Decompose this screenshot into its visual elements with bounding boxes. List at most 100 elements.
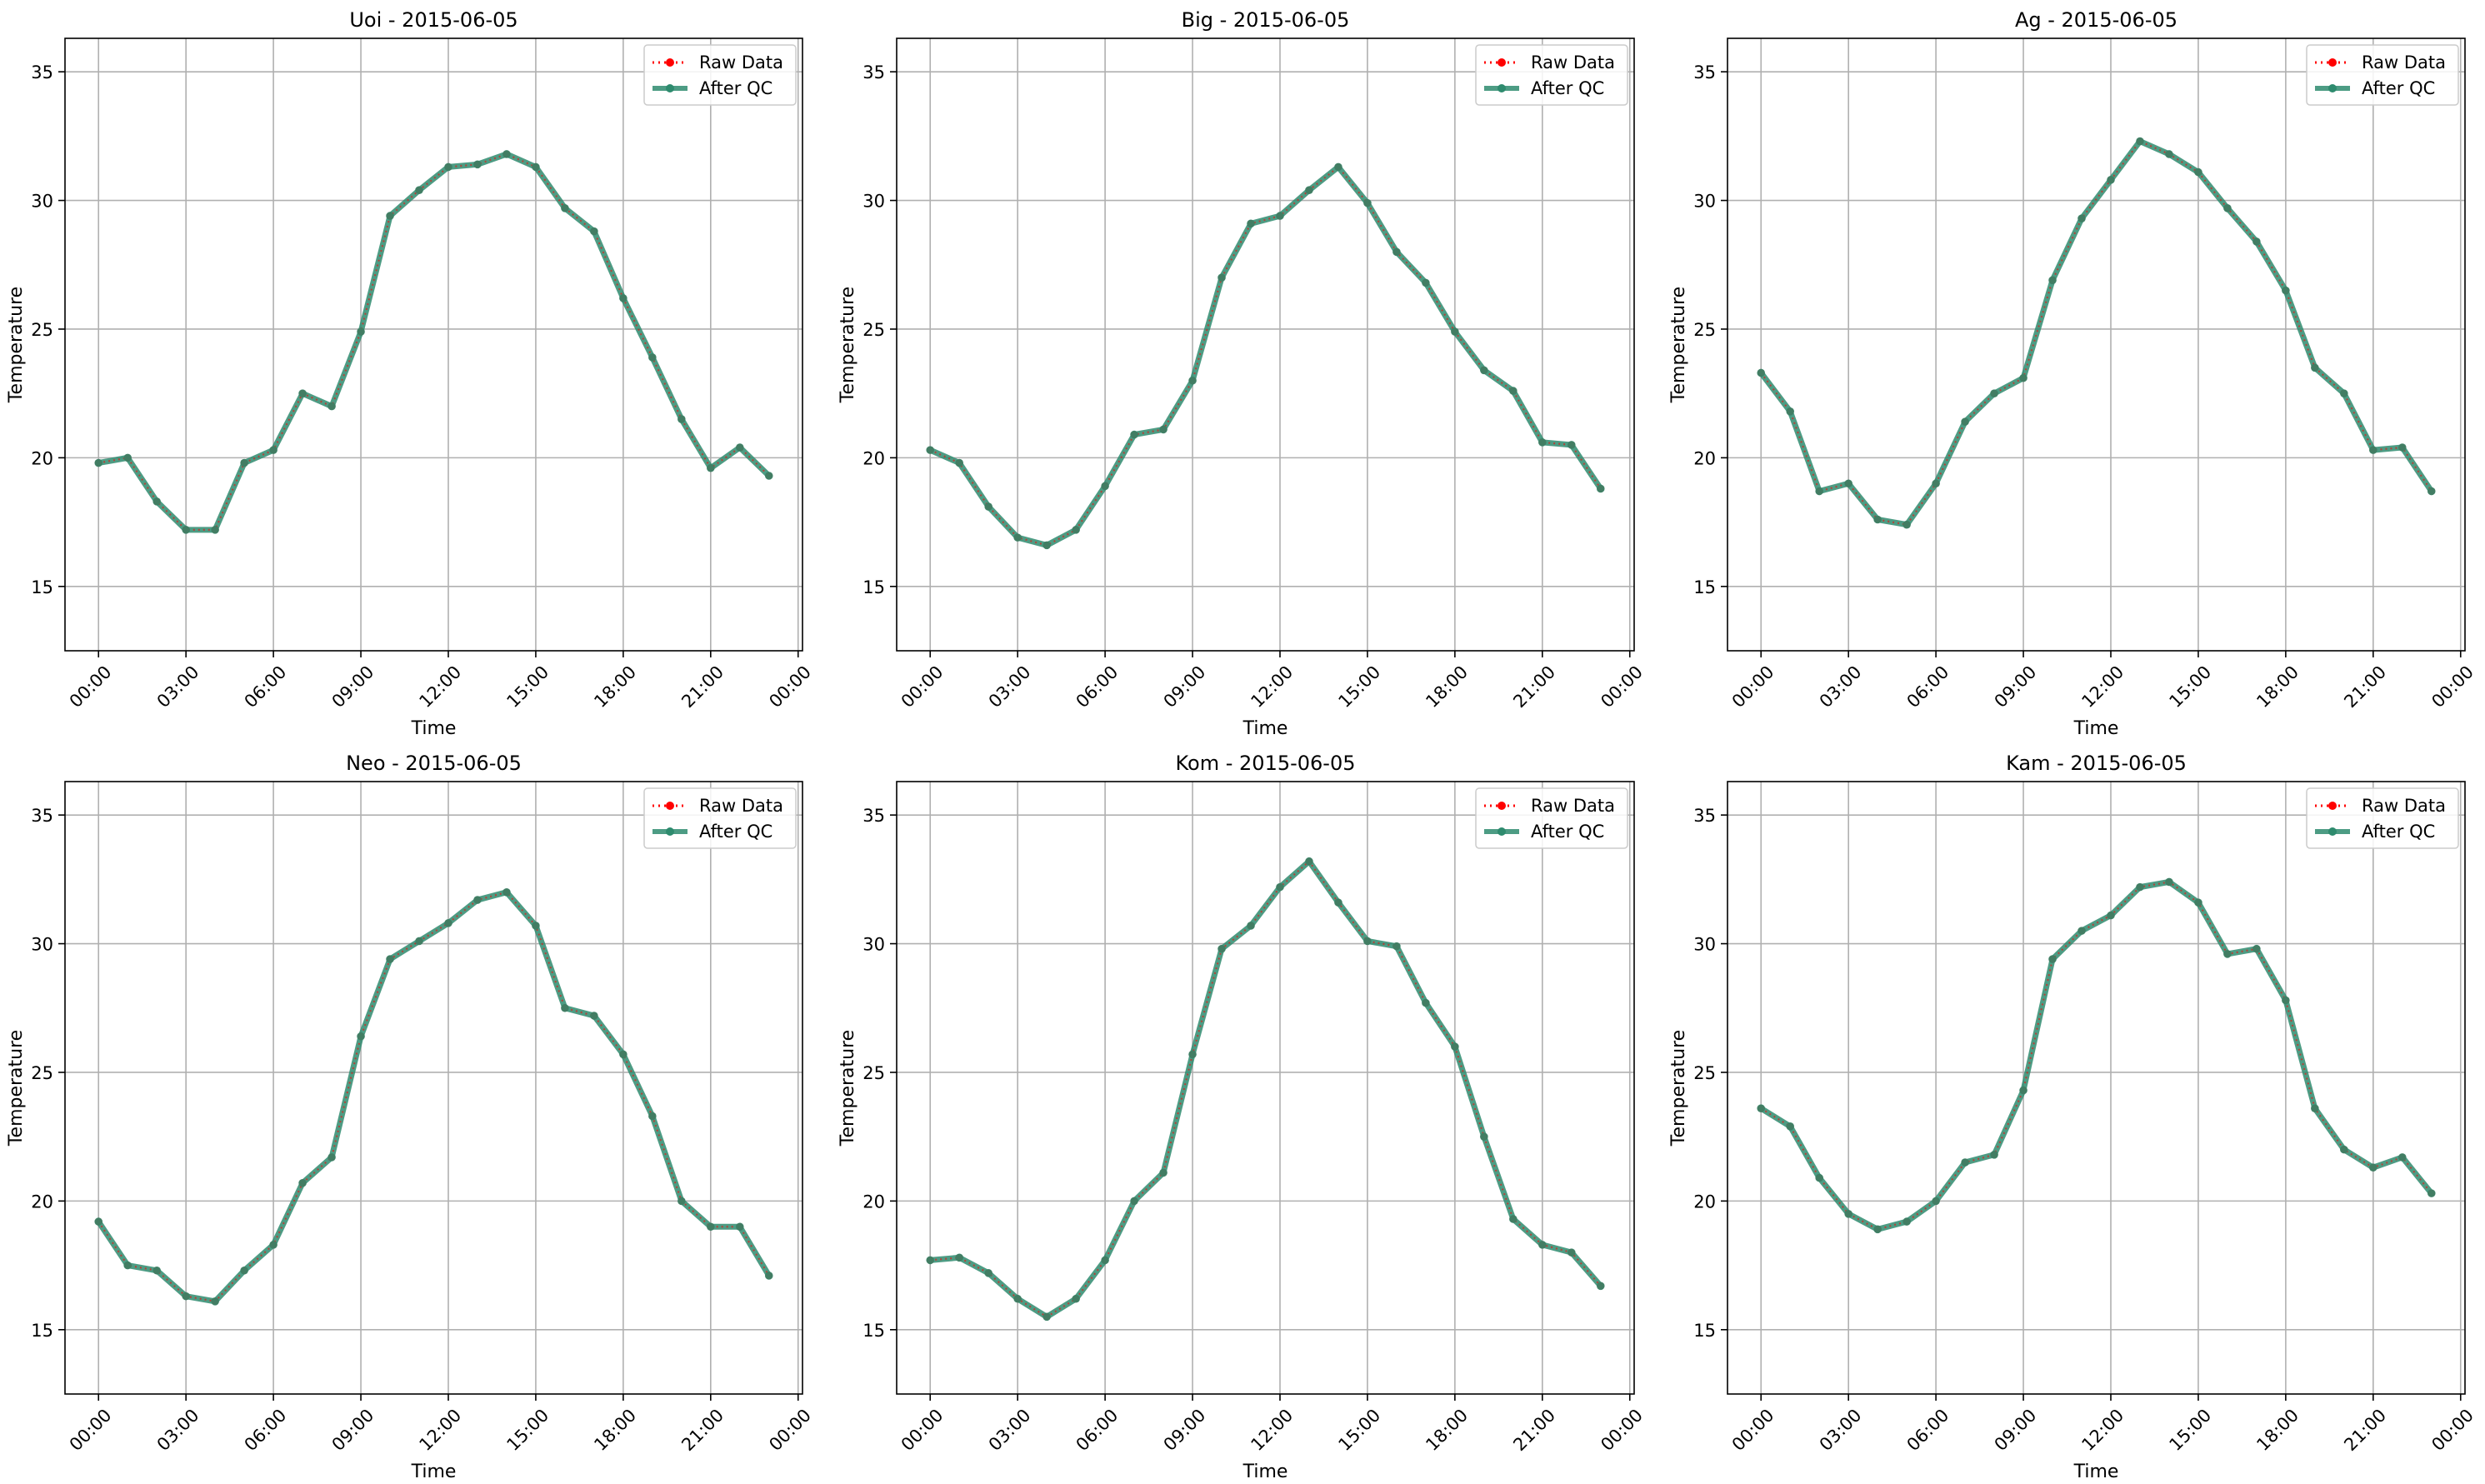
y-axis-label: Temperature [6,1030,27,1147]
after-qc-data-point [2369,1163,2378,1172]
legend-qc-label: After QC [1531,822,1604,842]
after-qc-data-point [444,919,452,927]
after-qc-data-point [678,1197,686,1206]
after-qc-data-point [357,327,365,336]
legend-qc-label: After QC [699,822,772,842]
after-qc-data-point [2427,1189,2436,1197]
series-after-qc-line [928,163,1603,548]
after-qc-data-point [2048,955,2057,963]
plot-frame [1727,37,2466,652]
y-axis-label: Temperature [838,1030,858,1147]
x-axis-label: Time [411,1462,457,1482]
y-tick-label: 30 [862,935,885,955]
after-qc-data-point [1422,998,1430,1007]
y-tick-label: 25 [862,1063,885,1083]
after-qc-data-point [1013,1294,1022,1303]
subplot-title: Uoi - 2015-06-05 [349,8,518,32]
after-qc-data-point [1509,1215,1518,1223]
after-qc-data-point [269,1241,278,1249]
x-tick-label: 21:00 [1509,662,1559,712]
x-tick-label: 09:00 [1160,662,1210,712]
after-qc-data-point [1567,441,1576,449]
after-qc-data-point [1218,944,1226,953]
x-tick-label: 00:00 [765,662,815,712]
x-tick-label: 12:00 [416,1405,466,1455]
legend-qc-marker [1498,84,1506,92]
legend-raw-label: Raw Data [699,796,783,816]
after-qc-data-point [328,1153,336,1162]
after-qc-data-point [182,1292,190,1301]
after-qc-data-point [1815,487,1823,496]
after-qc-data-point [1101,1256,1109,1265]
legend: Raw Data After QC [643,44,797,106]
after-qc-data-point [386,212,394,220]
after-qc-data-point [2019,1086,2028,1095]
y-tick-label: 30 [31,192,53,212]
x-tick-label: 06:00 [1903,1405,1953,1455]
y-tick-label: 35 [1693,62,1716,82]
legend-raw-label: Raw Data [1531,796,1615,816]
after-qc-data-point [1247,922,1255,930]
x-tick-label: 12:00 [416,662,466,712]
after-qc-data-point [955,1253,964,1262]
after-qc-data-point [386,955,394,963]
after-qc-data-point [473,896,482,904]
y-tick-label: 20 [862,448,885,468]
x-tick-label: 12:00 [2078,662,2128,712]
after-qc-data-point [328,402,336,411]
after-qc-data-point [2282,996,2290,1005]
x-tick-label: 00:00 [765,1405,815,1455]
after-qc-data-point [619,294,628,302]
x-tick-label: 21:00 [2340,1405,2390,1455]
x-tick-label: 00:00 [2428,1405,2478,1455]
legend-qc-label: After QC [2362,78,2435,98]
x-tick-label: 15:00 [502,1405,552,1455]
legend-raw-label: Raw Data [699,52,783,72]
x-tick-label: 00:00 [898,1405,948,1455]
x-axis-label: Time [1242,718,1288,739]
after-qc-data-point [1451,327,1459,336]
series-raw-line [1760,881,2432,1231]
after-qc-data-point [269,446,278,454]
legend-qc-marker [2328,84,2337,92]
y-tick-label: 15 [31,577,53,597]
after-qc-data-point [2252,944,2261,953]
after-qc-data-point [502,887,511,897]
after-qc-data-point [1509,387,1518,395]
subplot-title: Kam - 2015-06-05 [2006,752,2187,775]
x-axis-label: Time [1242,1462,1288,1482]
after-qc-data-point [1873,515,1882,524]
after-qc-data-point [1188,376,1197,385]
x-tick-label: 15:00 [1334,1405,1384,1455]
x-tick-label: 03:00 [985,662,1035,712]
x-tick-label: 15:00 [502,662,552,712]
x-tick-label: 18:00 [2252,662,2302,712]
x-tick-label: 00:00 [2428,662,2478,712]
x-tick-label: 03:00 [985,1405,1035,1455]
after-qc-data-point [707,463,715,472]
x-tick-label: 06:00 [1072,662,1122,712]
legend-raw-marker [2328,802,2337,810]
x-tick-label: 18:00 [1422,1405,1472,1455]
y-tick-label: 20 [1693,448,1716,468]
after-qc-data-point [1902,520,1911,529]
legend-raw-marker [1498,802,1506,810]
y-tick-label: 15 [1693,1321,1716,1341]
x-tick-label: 15:00 [1334,662,1384,712]
plot-frame [896,37,1635,652]
after-qc-data-point [2165,150,2173,158]
after-qc-data-point [1932,479,1940,488]
after-qc-data-point [1786,407,1795,416]
after-qc-data-point [1961,1158,1969,1167]
after-qc-data-point [1451,1042,1459,1051]
after-qc-data-point [298,1178,307,1187]
after-qc-data-point [1159,1168,1168,1177]
x-tick-label: 21:00 [1509,1405,1559,1455]
after-qc-data-point [1305,186,1313,195]
y-tick-label: 20 [1693,1192,1716,1212]
x-tick-label: 00:00 [1597,662,1647,712]
x-tick-label: 00:00 [66,1405,116,1455]
x-tick-label: 12:00 [2078,1405,2128,1455]
x-tick-label: 09:00 [328,1405,378,1455]
y-tick-label: 15 [31,1321,53,1341]
